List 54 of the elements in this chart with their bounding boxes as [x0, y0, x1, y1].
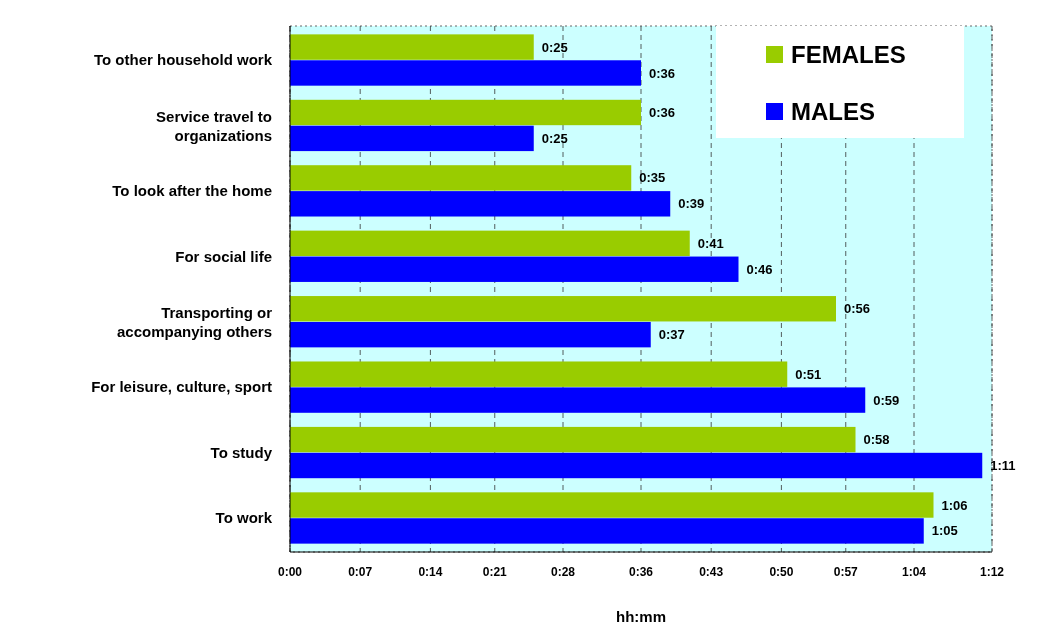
y-tick-label: To study [210, 443, 273, 461]
y-tick-label: To other household work [93, 51, 273, 69]
bar [290, 165, 632, 191]
data-label: 1:06 [941, 497, 968, 513]
x-tick-label: 0:14 [418, 565, 443, 579]
bar [290, 191, 671, 217]
bar [290, 296, 836, 322]
x-tick-label: 0:00 [277, 565, 303, 579]
bar [290, 230, 690, 257]
data-label: 0:58 [863, 432, 890, 448]
x-tick-label: 0:28 [550, 565, 576, 579]
data-label: 0:37 [658, 327, 685, 343]
data-label: 0:51 [795, 366, 822, 382]
bar [290, 452, 983, 479]
bar [290, 34, 534, 60]
data-label: 0:25 [541, 39, 568, 55]
y-tick-label: For social life [175, 247, 272, 265]
data-label: 0:35 [639, 170, 666, 186]
x-tick-label: 1:12 [979, 565, 1005, 579]
bar [290, 426, 856, 453]
bar [290, 492, 934, 518]
legend-label: MALES [791, 98, 875, 126]
bar [290, 99, 641, 126]
bar [290, 361, 788, 387]
y-tick-label: To work [215, 509, 273, 527]
legend-label: FEMALES [791, 41, 906, 69]
y-tick-label: To look after the home [112, 182, 272, 200]
bar [290, 518, 924, 544]
x-tick-label: 0:57 [833, 565, 859, 579]
data-label: 0:36 [649, 105, 676, 121]
x-tick-label: 0:21 [482, 565, 508, 579]
data-label: 0:25 [541, 130, 568, 146]
x-tick-label: 1:04 [901, 565, 927, 579]
data-label: 1:11 [990, 458, 1016, 474]
data-label: 0:36 [649, 65, 676, 81]
bar [290, 256, 739, 282]
x-axis-title: hh:mm [616, 608, 666, 625]
x-tick-label: 0:50 [769, 565, 794, 579]
y-tick-label: Service travel to organizations [156, 107, 272, 144]
data-label: 0:56 [844, 301, 871, 317]
bar [290, 387, 866, 413]
data-label: 1:05 [931, 523, 958, 539]
y-tick-label: Transporting or accompanying others [116, 303, 273, 340]
x-tick-label: 0:07 [348, 565, 373, 579]
y-tick-label: For leisure, culture, sport [91, 378, 272, 396]
data-label: 0:59 [873, 392, 900, 408]
x-tick-label: 0:36 [628, 565, 654, 579]
bar [290, 60, 641, 86]
bar [290, 321, 651, 348]
data-label: 0:46 [746, 261, 773, 277]
bar [290, 125, 534, 152]
data-label: 0:41 [697, 235, 724, 251]
data-label: 0:39 [678, 196, 705, 212]
x-tick-label: 0:43 [699, 565, 724, 579]
